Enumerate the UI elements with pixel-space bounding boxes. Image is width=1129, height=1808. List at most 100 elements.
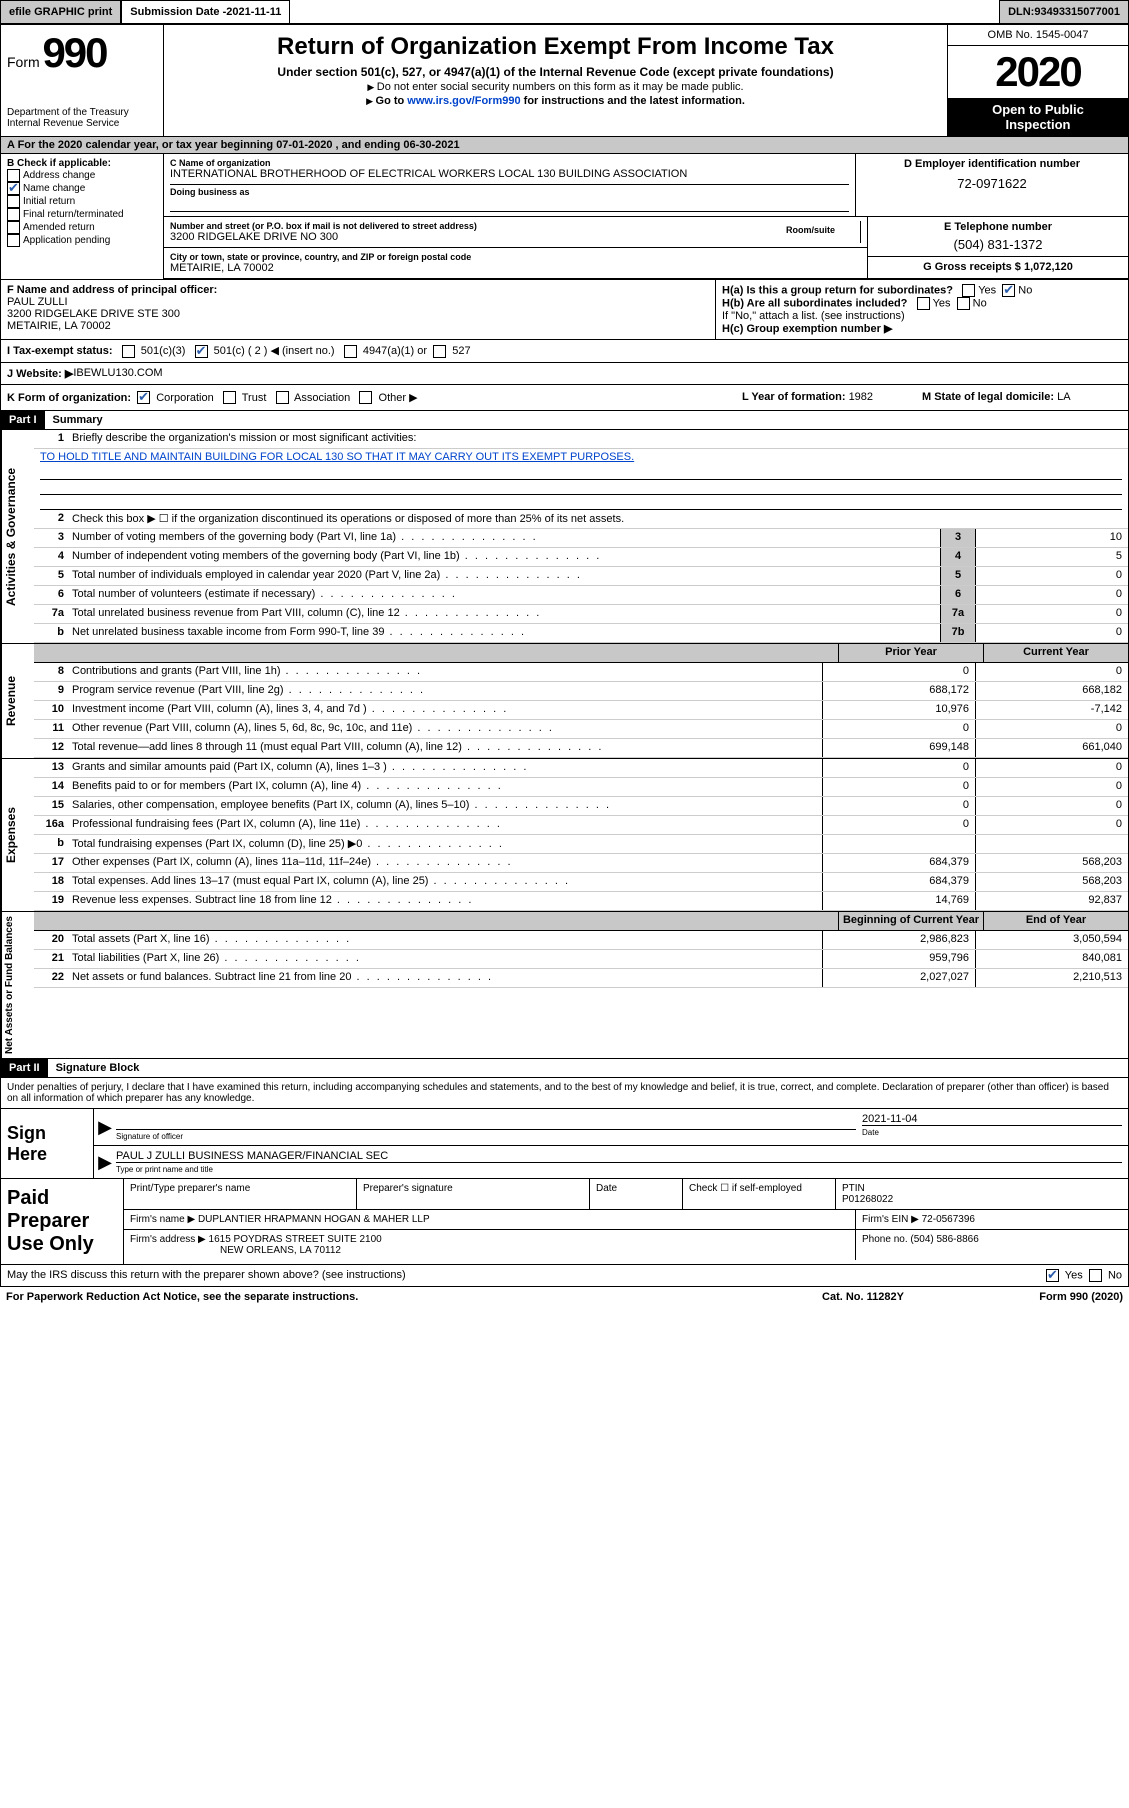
table-row: 8Contributions and grants (Part VIII, li… (34, 663, 1128, 682)
irs-link[interactable]: www.irs.gov/Form990 (407, 95, 520, 107)
j-row: J Website: ▶ IBEWLU130.COM (0, 363, 1129, 385)
prior-year-header: Prior Year (838, 644, 983, 662)
rev-header-row: Prior Year Current Year (34, 644, 1128, 663)
k-trust-check[interactable] (223, 391, 236, 404)
line2: Check this box ▶ ☐ if the organization d… (68, 510, 1128, 528)
sign-date: 2021-11-04 (862, 1113, 1122, 1125)
firm-phone: (504) 586-8866 (910, 1234, 978, 1245)
table-row: bTotal fundraising expenses (Part IX, co… (34, 835, 1128, 854)
i-501c3-check[interactable] (122, 345, 135, 358)
form-header: Form 990 Department of the Treasury Inte… (0, 24, 1129, 137)
k-label: K Form of organization: (7, 392, 131, 404)
i-501c-check[interactable] (195, 345, 208, 358)
table-row: 11Other revenue (Part VIII, column (A), … (34, 720, 1128, 739)
note-goto: Go to www.irs.gov/Form990 for instructio… (172, 95, 939, 107)
tax-year: 2020 (948, 46, 1128, 98)
sign-here-block: Sign Here ▶ Signature of officer 2021-11… (0, 1109, 1129, 1179)
officer-addr2: METAIRIE, LA 70002 (7, 320, 709, 332)
table-row: 13Grants and similar amounts paid (Part … (34, 759, 1128, 778)
side-rev: Revenue (1, 644, 34, 758)
submission-date: 2021-11-11 (226, 6, 281, 18)
table-row: 7aTotal unrelated business revenue from … (34, 605, 1128, 624)
dln-box: DLN: 93493315077001 (999, 0, 1129, 24)
net-header-row: Beginning of Current Year End of Year (34, 912, 1128, 931)
i-4947-check[interactable] (344, 345, 357, 358)
table-row: 19Revenue less expenses. Subtract line 1… (34, 892, 1128, 911)
rev-section: Revenue Prior Year Current Year 8Contrib… (0, 644, 1129, 759)
year-formation: 1982 (849, 391, 873, 403)
side-net: Net Assets or Fund Balances (1, 912, 34, 1058)
k-assoc-check[interactable] (276, 391, 289, 404)
i-label: I Tax-exempt status: (7, 345, 113, 357)
bottom-row: For Paperwork Reduction Act Notice, see … (0, 1287, 1129, 1307)
mission-text: TO HOLD TITLE AND MAINTAIN BUILDING FOR … (34, 449, 1128, 465)
discuss-yes-check[interactable] (1046, 1269, 1059, 1282)
table-row: 17Other expenses (Part IX, column (A), l… (34, 854, 1128, 873)
b-application-pending[interactable]: Application pending (7, 234, 157, 247)
part2-header: Part II Signature Block (0, 1059, 1129, 1078)
i-row: I Tax-exempt status: 501(c)(3) 501(c) ( … (0, 340, 1129, 363)
section-cde: C Name of organization INTERNATIONAL BRO… (164, 154, 1128, 279)
sig-arrow-icon: ▶ (100, 1150, 110, 1174)
form-label: Form (7, 54, 40, 70)
part1-label: Part I (1, 411, 45, 429)
ein-label: D Employer identification number (862, 158, 1122, 170)
dln-value: 93493315077001 (1034, 6, 1120, 18)
form-number: 990 (42, 29, 106, 76)
b-amended-return[interactable]: Amended return (7, 221, 157, 234)
efile-print-button[interactable]: efile GRAPHIC print (0, 0, 121, 24)
efile-label: efile GRAPHIC print (9, 6, 112, 18)
header-left: Form 990 Department of the Treasury Inte… (1, 25, 164, 136)
firm-name: DUPLANTIER HRAPMANN HOGAN & MAHER LLP (198, 1214, 430, 1225)
k-corp-check[interactable] (137, 391, 150, 404)
table-row: 9Program service revenue (Part VIII, lin… (34, 682, 1128, 701)
note-ssn: Do not enter social security numbers on … (172, 81, 939, 93)
b-initial-return[interactable]: Initial return (7, 195, 157, 208)
room-suite: Room/suite (782, 221, 861, 243)
side-exp: Expenses (1, 759, 34, 911)
l-label: L Year of formation: (742, 391, 849, 403)
prep-selfemp[interactable]: Check ☐ if self-employed (683, 1179, 836, 1209)
firm-addr2: NEW ORLEANS, LA 70112 (130, 1245, 849, 1256)
sig-arrow-icon: ▶ (100, 1113, 110, 1141)
hc-label: H(c) Group exemption number ▶ (722, 323, 892, 335)
discuss-no-check[interactable] (1089, 1269, 1102, 1282)
table-row: 3Number of voting members of the governi… (34, 529, 1128, 548)
firm-ein-cell: Firm's EIN ▶ 72-0567396 (856, 1210, 1128, 1229)
form-title: Return of Organization Exempt From Incom… (172, 33, 939, 61)
k-other-check[interactable] (359, 391, 372, 404)
header-right: OMB No. 1545-0047 2020 Open to Public In… (947, 25, 1128, 136)
website-value: IBEWLU130.COM (73, 367, 162, 379)
h-box: H(a) Is this a group return for subordin… (716, 280, 1128, 339)
c-name-label: C Name of organization (170, 158, 849, 168)
part2-label: Part II (1, 1059, 48, 1077)
current-year-header: Current Year (983, 644, 1128, 662)
table-row: 12Total revenue—add lines 8 through 11 (… (34, 739, 1128, 758)
table-row: 21Total liabilities (Part X, line 26)959… (34, 950, 1128, 969)
table-row: 10Investment income (Part VIII, column (… (34, 701, 1128, 720)
officer-addr1: 3200 RIDGELAKE DRIVE STE 300 (7, 308, 709, 320)
side-gov: Activities & Governance (1, 430, 34, 643)
b-name-change[interactable]: Name change (7, 182, 157, 195)
b-label: B Check if applicable: (7, 158, 157, 169)
part2-title: Signature Block (48, 1059, 1128, 1077)
header-center: Return of Organization Exempt From Incom… (164, 25, 947, 136)
preparer-label: Paid Preparer Use Only (1, 1179, 124, 1264)
section-b: B Check if applicable: Address change Na… (1, 154, 164, 279)
submission-label: Submission Date - (130, 6, 226, 18)
addr-label: Number and street (or P.O. box if mail i… (170, 221, 782, 231)
b-final-return[interactable]: Final return/terminated (7, 208, 157, 221)
blank-line (40, 465, 1122, 480)
fh-row: F Name and address of principal officer:… (0, 280, 1129, 340)
officer-signature[interactable]: Signature of officer (110, 1113, 856, 1141)
firm-phone-cell: Phone no. (504) 586-8866 (856, 1230, 1128, 1260)
d-ein-box: D Employer identification number 72-0971… (856, 154, 1128, 216)
dept-treasury: Department of the Treasury (7, 107, 157, 118)
b-address-change[interactable]: Address change (7, 169, 157, 182)
i-527-check[interactable] (433, 345, 446, 358)
exp-section: Expenses 13Grants and similar amounts pa… (0, 759, 1129, 912)
table-row: 22Net assets or fund balances. Subtract … (34, 969, 1128, 988)
table-row: 5Total number of individuals employed in… (34, 567, 1128, 586)
hb-row: H(b) Are all subordinates included? Yes … (722, 297, 1122, 310)
officer-typed-name: PAUL J ZULLI BUSINESS MANAGER/FINANCIAL … (110, 1150, 1122, 1174)
